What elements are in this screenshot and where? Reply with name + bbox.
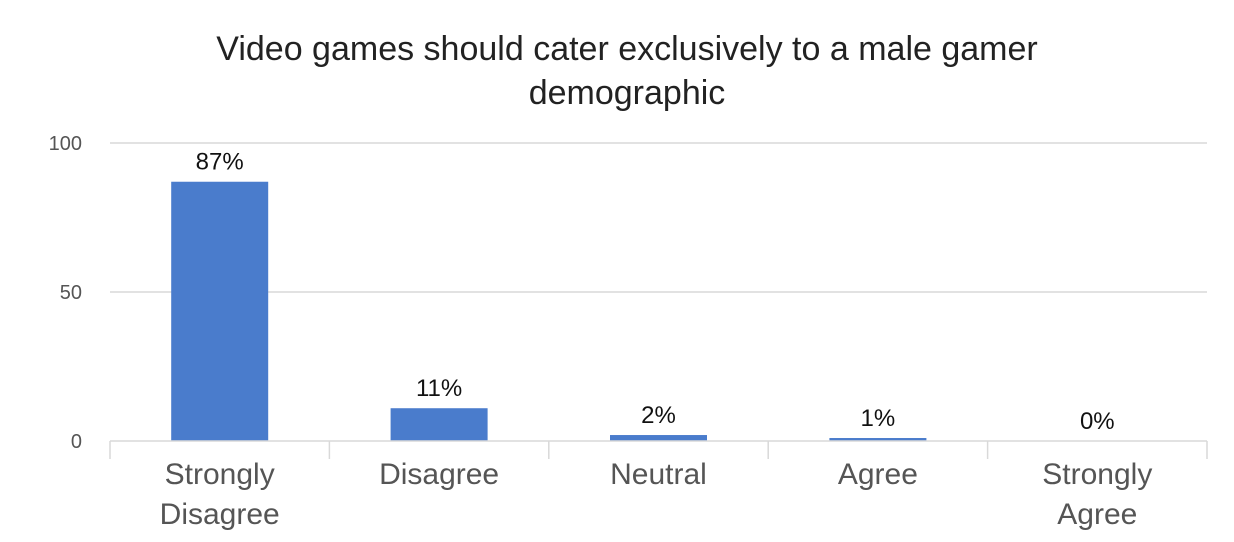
data-label: 1% <box>861 405 896 432</box>
chart-title-line-2: demographic <box>529 74 726 112</box>
x-category-label: Agree <box>838 458 918 491</box>
y-tick-label: 0 <box>71 431 82 453</box>
x-category-label: Disagree <box>379 458 499 491</box>
x-category-label: Strongly <box>165 458 275 491</box>
chart-title: Video games should cater exclusively to … <box>216 30 1037 112</box>
chart-title-line-1: Video games should cater exclusively to … <box>216 30 1037 68</box>
data-label: 87% <box>196 149 244 176</box>
y-tick-label: 100 <box>49 133 82 155</box>
x-axis-categories: Strongly Disagree Disagree Neutral Agree Stro… <box>160 458 1153 531</box>
bar <box>829 438 927 441</box>
x-category-label: Disagree <box>160 498 280 531</box>
bars <box>171 181 927 442</box>
gridlines <box>110 142 1207 293</box>
y-axis-ticks: 0 50 100 <box>49 133 82 453</box>
x-axis <box>109 440 1208 459</box>
bar <box>171 181 269 442</box>
bar <box>390 408 488 441</box>
bar <box>610 435 707 441</box>
data-labels: 87% 11% 2% 1% 0% <box>196 149 1115 435</box>
data-label: 2% <box>641 402 676 429</box>
x-category-label: Agree <box>1057 498 1137 531</box>
data-label: 11% <box>416 375 462 402</box>
y-tick-label: 50 <box>60 282 82 304</box>
data-label: 0% <box>1080 408 1115 435</box>
x-category-label: Strongly <box>1042 458 1152 491</box>
x-category-label: Neutral <box>610 458 707 491</box>
